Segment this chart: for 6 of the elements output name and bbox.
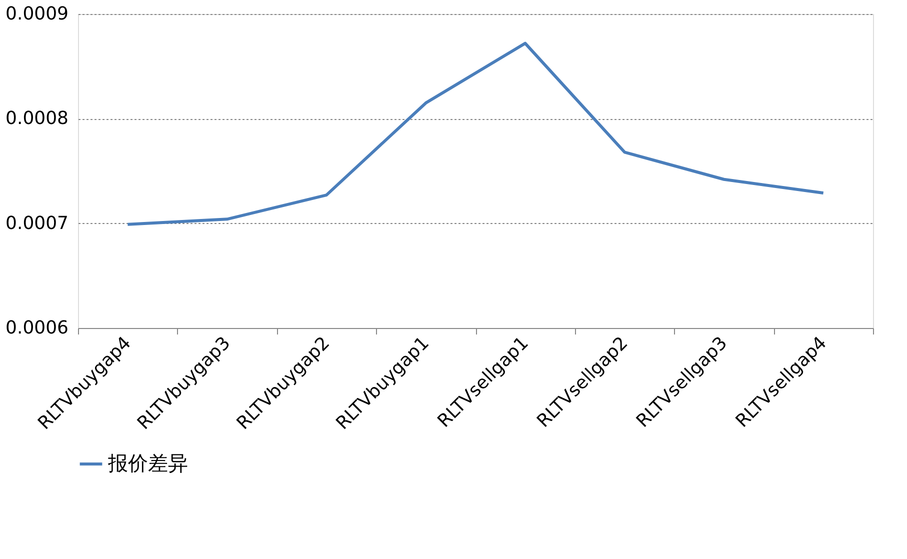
y-tick-label: 0.0007 [6, 212, 68, 234]
legend-label: 报价差异 [107, 451, 188, 475]
y-tick-label: 0.0008 [6, 108, 68, 130]
line-series [126, 42, 825, 226]
y-tick-label: 0.0009 [6, 4, 68, 24]
y-tick-label: 0.0006 [6, 318, 68, 338]
